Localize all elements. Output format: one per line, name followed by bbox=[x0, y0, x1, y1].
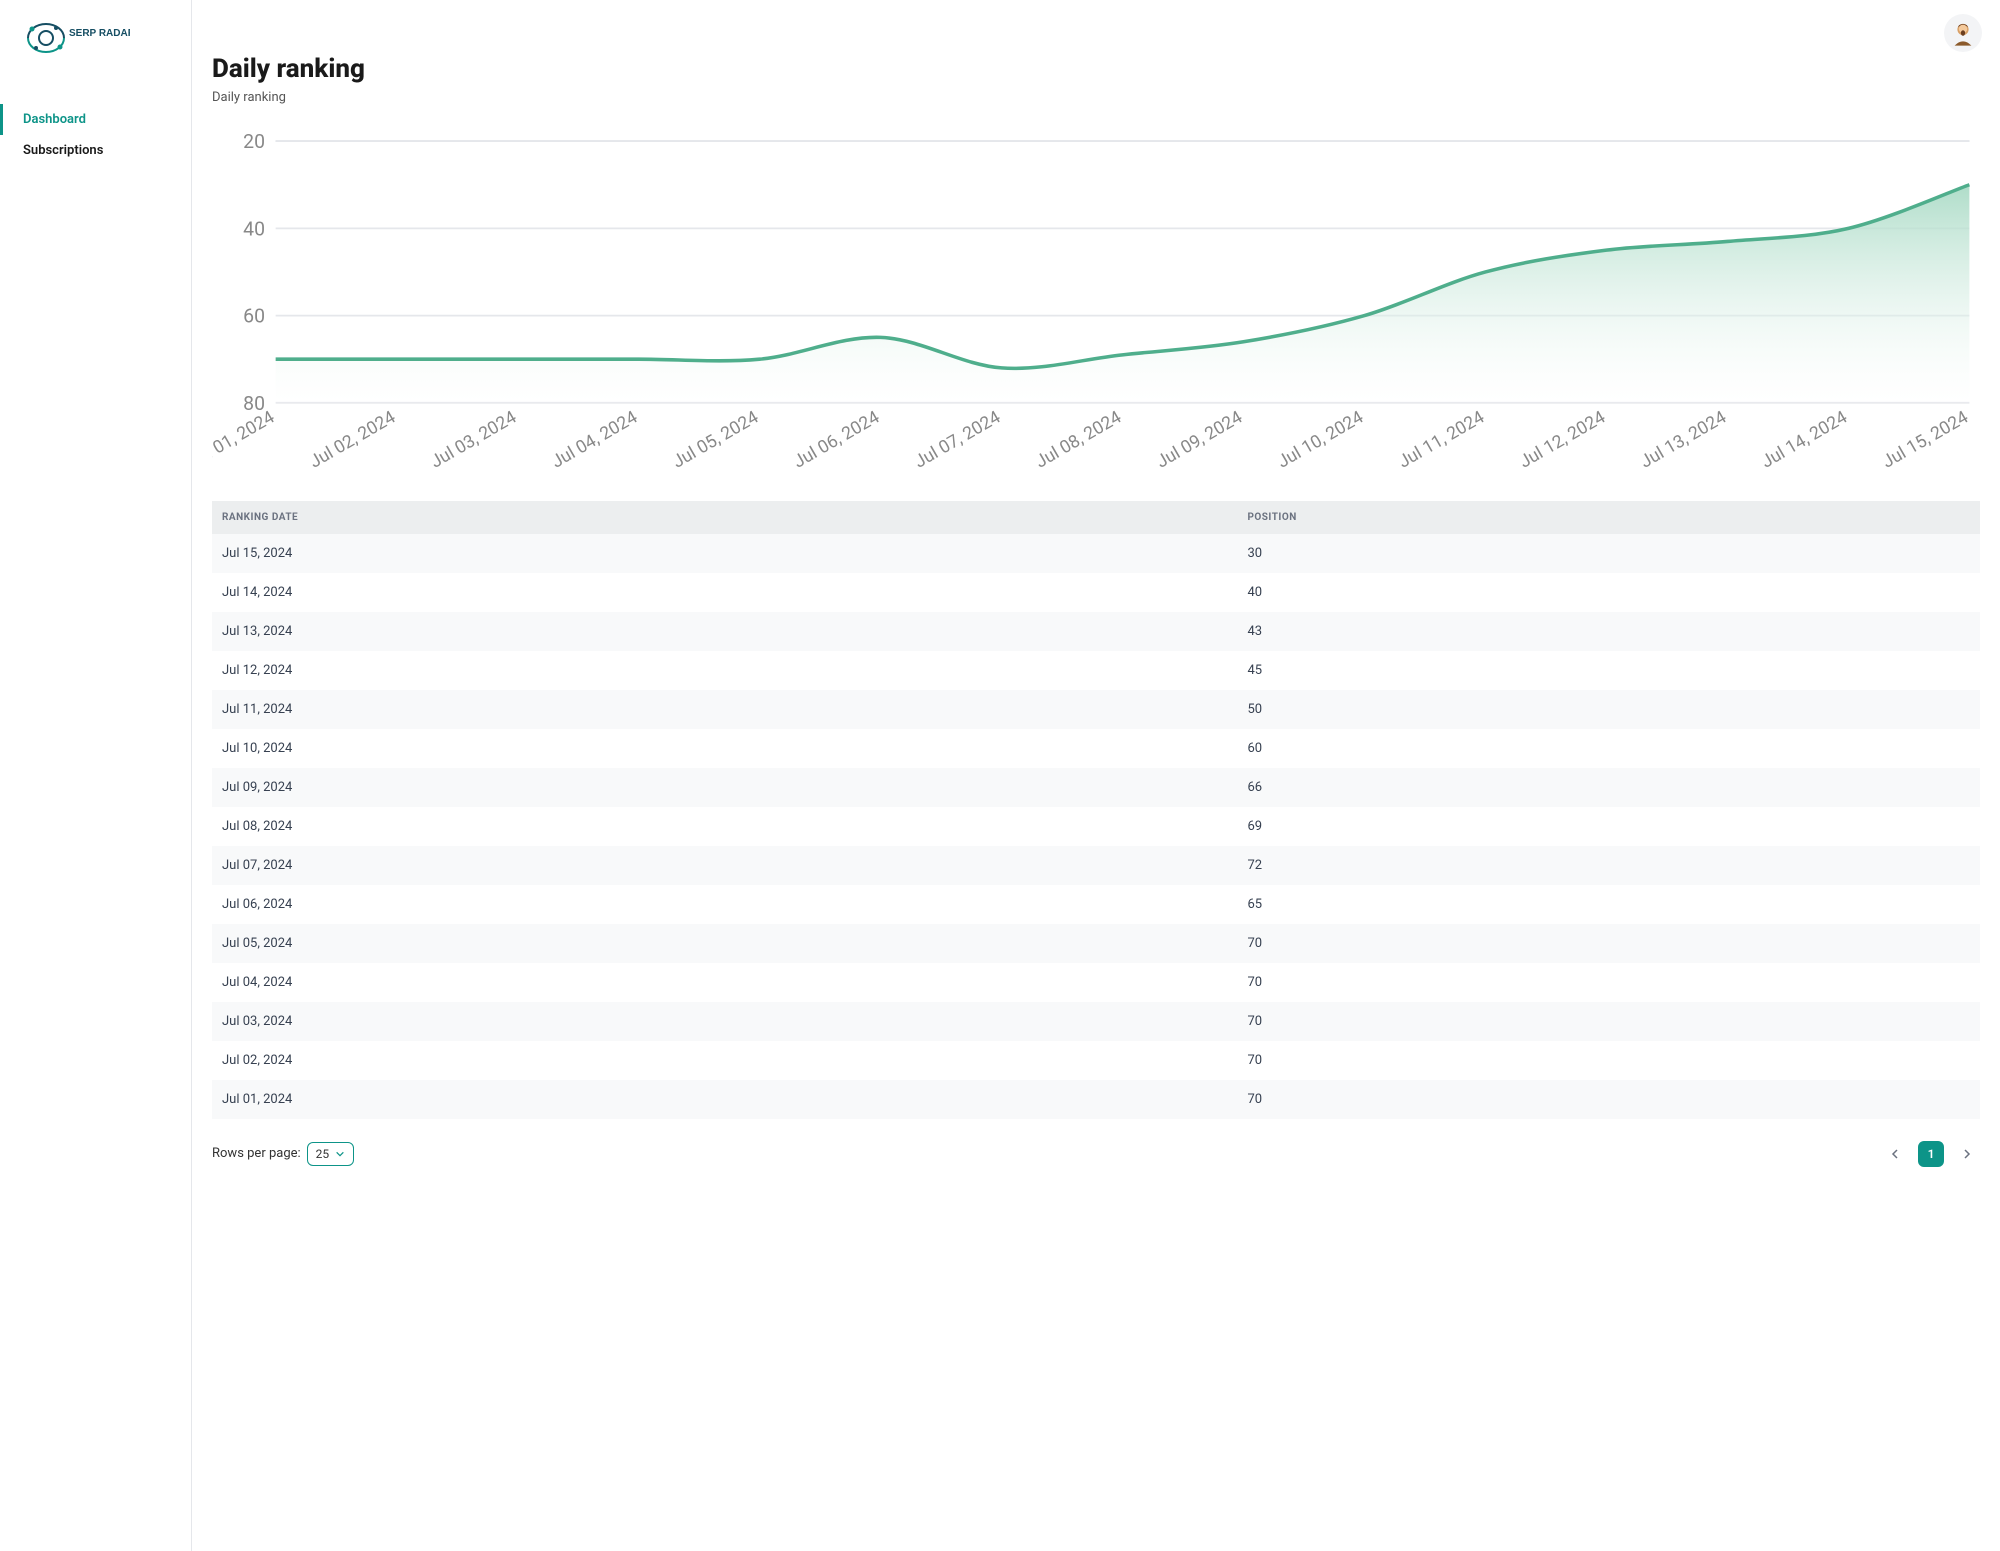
table-header-row: RANKING DATEPOSITION bbox=[212, 501, 1980, 534]
page-number-button[interactable]: 1 bbox=[1918, 1141, 1944, 1167]
table-row: Jul 11, 202450 bbox=[212, 690, 1980, 729]
page-subtitle: Daily ranking bbox=[212, 90, 1980, 105]
table-row: Jul 10, 202460 bbox=[212, 729, 1980, 768]
avatar[interactable] bbox=[1944, 14, 1982, 52]
table-row: Jul 06, 202465 bbox=[212, 885, 1980, 924]
table-cell: 70 bbox=[1237, 924, 1980, 963]
chevron-left-icon bbox=[1889, 1148, 1901, 1160]
table-cell: 40 bbox=[1237, 573, 1980, 612]
prev-page-button[interactable] bbox=[1882, 1141, 1908, 1167]
table-cell: 65 bbox=[1237, 885, 1980, 924]
table-row: Jul 04, 202470 bbox=[212, 963, 1980, 1002]
page-size-value: 25 bbox=[316, 1147, 330, 1161]
ranking-chart: 20406080Jul 01, 2024Jul 02, 2024Jul 03, … bbox=[212, 127, 1980, 481]
table-row: Jul 12, 202445 bbox=[212, 651, 1980, 690]
table-cell: Jul 15, 2024 bbox=[212, 534, 1237, 573]
svg-text:Jul 12, 2024: Jul 12, 2024 bbox=[1516, 407, 1609, 472]
table-cell: Jul 03, 2024 bbox=[212, 1002, 1237, 1041]
table-cell: 70 bbox=[1237, 1080, 1980, 1119]
table-cell: Jul 10, 2024 bbox=[212, 729, 1237, 768]
table-row: Jul 15, 202430 bbox=[212, 534, 1980, 573]
svg-text:Jul 03, 2024: Jul 03, 2024 bbox=[427, 407, 520, 472]
table-row: Jul 08, 202469 bbox=[212, 807, 1980, 846]
table-cell: Jul 02, 2024 bbox=[212, 1041, 1237, 1080]
svg-text:Jul 04, 2024: Jul 04, 2024 bbox=[548, 407, 641, 472]
svg-text:Jul 10, 2024: Jul 10, 2024 bbox=[1274, 407, 1367, 472]
main-content: Daily ranking Daily ranking 20406080Jul … bbox=[192, 0, 2000, 1551]
next-page-button[interactable] bbox=[1954, 1141, 1980, 1167]
sidebar-item-subscriptions[interactable]: Subscriptions bbox=[0, 135, 191, 166]
table-cell: Jul 06, 2024 bbox=[212, 885, 1237, 924]
svg-text:20: 20 bbox=[243, 130, 265, 153]
logo: SERP RADAR bbox=[0, 18, 191, 104]
sidebar-item-dashboard[interactable]: Dashboard bbox=[0, 104, 191, 135]
svg-text:Jul 15, 2024: Jul 15, 2024 bbox=[1879, 407, 1972, 472]
table-col-header: RANKING DATE bbox=[212, 501, 1237, 534]
table-cell: 66 bbox=[1237, 768, 1980, 807]
table-col-header: POSITION bbox=[1237, 501, 1980, 534]
table-cell: 70 bbox=[1237, 1002, 1980, 1041]
table-cell: 70 bbox=[1237, 963, 1980, 1002]
svg-text:Jul 07, 2024: Jul 07, 2024 bbox=[911, 407, 1004, 472]
svg-text:Jul 06, 2024: Jul 06, 2024 bbox=[790, 407, 883, 472]
svg-text:Jul 09, 2024: Jul 09, 2024 bbox=[1153, 407, 1246, 472]
rows-per-page: Rows per page: 25 bbox=[212, 1142, 354, 1166]
current-page-label: 1 bbox=[1928, 1147, 1935, 1161]
table-body: Jul 15, 202430Jul 14, 202440Jul 13, 2024… bbox=[212, 534, 1980, 1119]
svg-text:Jul 01, 2024: Jul 01, 2024 bbox=[212, 407, 278, 472]
table-cell: Jul 13, 2024 bbox=[212, 612, 1237, 651]
pager: 1 bbox=[1882, 1141, 1980, 1167]
table-row: Jul 09, 202466 bbox=[212, 768, 1980, 807]
svg-text:Jul 11, 2024: Jul 11, 2024 bbox=[1395, 407, 1488, 472]
sidebar-nav: DashboardSubscriptions bbox=[0, 104, 191, 166]
table-cell: Jul 11, 2024 bbox=[212, 690, 1237, 729]
table-cell: 30 bbox=[1237, 534, 1980, 573]
svg-text:Jul 05, 2024: Jul 05, 2024 bbox=[669, 407, 762, 472]
svg-text:60: 60 bbox=[243, 305, 265, 328]
table-footer: Rows per page: 25 1 bbox=[212, 1141, 1980, 1167]
ranking-table: RANKING DATEPOSITION Jul 15, 202430Jul 1… bbox=[212, 501, 1980, 1119]
table-row: Jul 05, 202470 bbox=[212, 924, 1980, 963]
table-cell: Jul 05, 2024 bbox=[212, 924, 1237, 963]
table-cell: Jul 09, 2024 bbox=[212, 768, 1237, 807]
rows-per-page-label: Rows per page: bbox=[212, 1146, 301, 1161]
table-cell: 60 bbox=[1237, 729, 1980, 768]
chevron-down-icon bbox=[335, 1149, 345, 1159]
table-cell: 70 bbox=[1237, 1041, 1980, 1080]
page-title: Daily ranking bbox=[212, 54, 1980, 84]
table-cell: Jul 07, 2024 bbox=[212, 846, 1237, 885]
table-cell: 69 bbox=[1237, 807, 1980, 846]
table-cell: Jul 12, 2024 bbox=[212, 651, 1237, 690]
page-size-select[interactable]: 25 bbox=[307, 1142, 355, 1166]
table-cell: 72 bbox=[1237, 846, 1980, 885]
svg-text:Jul 02, 2024: Jul 02, 2024 bbox=[306, 407, 399, 472]
table-cell: Jul 14, 2024 bbox=[212, 573, 1237, 612]
table-cell: Jul 01, 2024 bbox=[212, 1080, 1237, 1119]
table-cell: 45 bbox=[1237, 651, 1980, 690]
chevron-right-icon bbox=[1961, 1148, 1973, 1160]
table-row: Jul 03, 202470 bbox=[212, 1002, 1980, 1041]
svg-text:Jul 13, 2024: Jul 13, 2024 bbox=[1637, 407, 1730, 472]
avatar-icon bbox=[1949, 19, 1977, 47]
svg-text:Jul 08, 2024: Jul 08, 2024 bbox=[1032, 407, 1125, 472]
table-cell: 43 bbox=[1237, 612, 1980, 651]
svg-text:SERP RADAR: SERP RADAR bbox=[69, 28, 130, 39]
svg-text:40: 40 bbox=[243, 217, 265, 240]
table-row: Jul 13, 202443 bbox=[212, 612, 1980, 651]
table-cell: 50 bbox=[1237, 690, 1980, 729]
table-row: Jul 14, 202440 bbox=[212, 573, 1980, 612]
area-chart-svg: 20406080Jul 01, 2024Jul 02, 2024Jul 03, … bbox=[212, 127, 1980, 481]
table-row: Jul 01, 202470 bbox=[212, 1080, 1980, 1119]
brand-logo-icon: SERP RADAR bbox=[20, 18, 130, 72]
sidebar: SERP RADAR DashboardSubscriptions bbox=[0, 0, 192, 1551]
table-cell: Jul 08, 2024 bbox=[212, 807, 1237, 846]
table-row: Jul 07, 202472 bbox=[212, 846, 1980, 885]
table-row: Jul 02, 202470 bbox=[212, 1041, 1980, 1080]
svg-text:Jul 14, 2024: Jul 14, 2024 bbox=[1758, 407, 1851, 472]
table-cell: Jul 04, 2024 bbox=[212, 963, 1237, 1002]
